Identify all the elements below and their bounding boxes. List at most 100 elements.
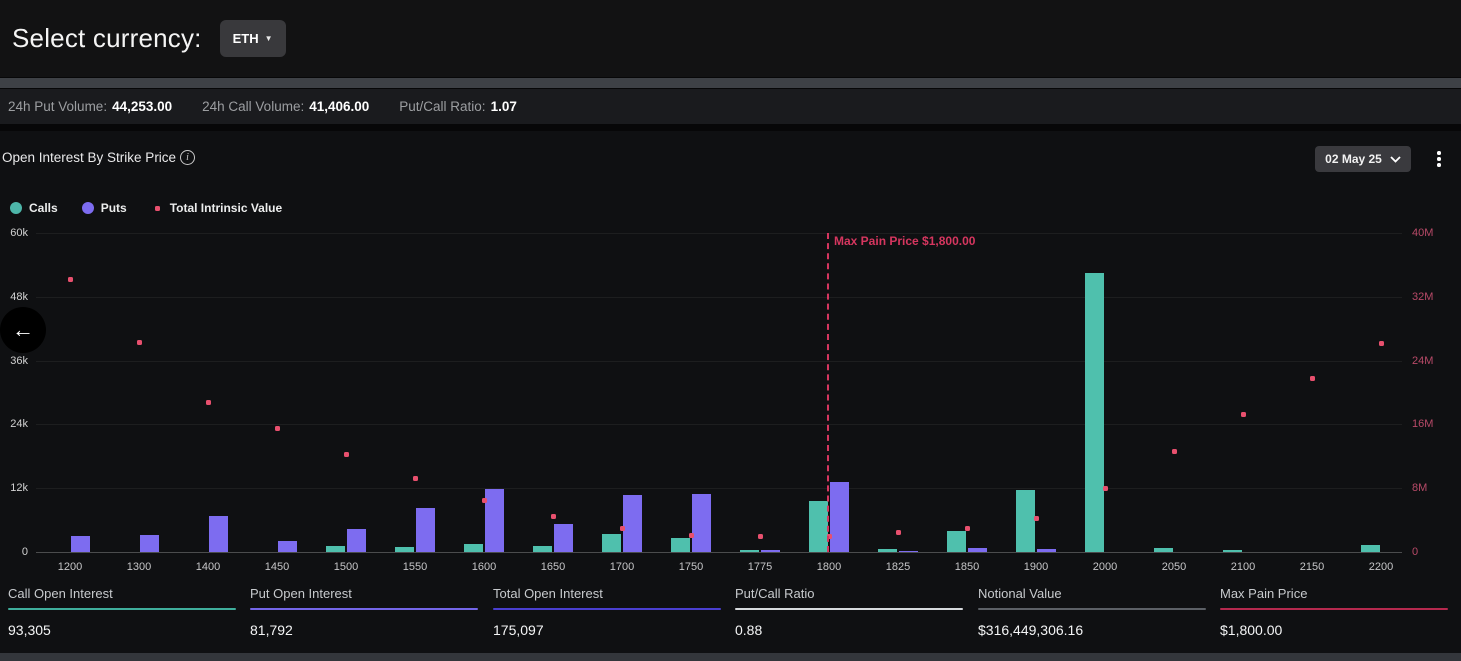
currency-header: Select currency: ETH ▼: [0, 0, 1461, 77]
y-axis-right-tick: 8M: [1412, 482, 1428, 495]
intrinsic-value-dot-2000[interactable]: [1102, 485, 1108, 491]
x-axis-tick-2150: 2150: [1299, 561, 1325, 573]
max-pain-line: [827, 233, 829, 552]
bar-puts-1900[interactable]: [1037, 549, 1056, 552]
bar-puts-1750[interactable]: [692, 494, 711, 552]
intrinsic-value-dot-1450[interactable]: [274, 425, 280, 431]
bar-puts-1500[interactable]: [347, 528, 366, 552]
y-axis-left-tick: 36k: [10, 354, 28, 367]
intrinsic-value-dot-1850[interactable]: [964, 525, 970, 531]
open-interest-chart: 60k 40M 48k 32M 36k 24M 24k 16M 12k 8M 0 0 Max Pain …: [0, 227, 1461, 558]
x-axis-tick-1650: 1650: [540, 561, 566, 573]
stat-item-1: 24h Call Volume: 41,406.00: [202, 99, 369, 114]
bar-calls-2050[interactable]: [1154, 547, 1173, 552]
legend-item-calls[interactable]: Calls: [10, 201, 58, 215]
summary-put-call-ratio: Put/Call Ratio 0.88: [735, 586, 963, 638]
bar-calls-1900[interactable]: [1016, 489, 1035, 552]
y-axis-left-tick: 0: [21, 546, 28, 558]
intrinsic-value-dot-1400[interactable]: [205, 399, 211, 405]
bar-puts-1775[interactable]: [761, 549, 780, 552]
stat-value: 41,406.00: [309, 99, 370, 114]
bar-puts-1600[interactable]: [485, 488, 504, 552]
intrinsic-value-dot-1300[interactable]: [136, 339, 142, 345]
bar-puts-1825[interactable]: [899, 551, 918, 552]
x-axis-tick-1800: 1800: [816, 561, 842, 573]
bar-calls-1600[interactable]: [464, 544, 483, 552]
intrinsic-value-dot-2150[interactable]: [1309, 376, 1315, 382]
legend-swatch-icon: [10, 202, 22, 214]
summary-total-open-interest: Total Open Interest 175,097: [493, 586, 721, 638]
bar-calls-2100[interactable]: [1223, 549, 1242, 552]
bar-puts-1800[interactable]: [830, 482, 849, 552]
bar-puts-1450[interactable]: [278, 540, 297, 552]
bar-calls-1500[interactable]: [326, 546, 345, 552]
kebab-menu-icon[interactable]: [1434, 147, 1444, 171]
intrinsic-value-dot-1900[interactable]: [1033, 516, 1039, 521]
x-axis-tick-2000: 2000: [1092, 561, 1118, 573]
bar-puts-1700[interactable]: [623, 494, 642, 552]
stat-label: 24h Put Volume:: [8, 99, 108, 114]
bar-calls-2000[interactable]: [1085, 272, 1104, 552]
summary-value: 0.88: [735, 622, 763, 638]
summary-label: Put Open Interest: [250, 586, 352, 601]
x-axis-tick-1500: 1500: [333, 561, 359, 573]
intrinsic-value-dot-1550[interactable]: [412, 476, 418, 482]
stat-item-2: Put/Call Ratio: 1.07: [399, 99, 517, 114]
left-arrow-icon: ←: [12, 317, 34, 342]
gridline: [36, 488, 1402, 490]
bar-calls-1850[interactable]: [947, 530, 966, 552]
bar-calls-1750[interactable]: [671, 538, 690, 552]
open-interest-card: Open Interest By Strike Price i 02 May 2…: [0, 131, 1461, 653]
intrinsic-value-dot-2050[interactable]: [1171, 449, 1177, 454]
back-button[interactable]: ←: [0, 307, 46, 353]
legend-item-total-intrinsic-value[interactable]: Total Intrinsic Value: [151, 201, 282, 215]
intrinsic-value-dot-1800[interactable]: [826, 534, 832, 540]
intrinsic-value-dot-1700[interactable]: [619, 525, 625, 531]
intrinsic-value-dot-2200[interactable]: [1378, 340, 1384, 346]
legend-swatch-icon: [81, 202, 94, 214]
x-axis-tick-1775: 1775: [747, 561, 773, 573]
bar-calls-1550[interactable]: [395, 546, 414, 552]
gridline: [36, 552, 1402, 553]
intrinsic-value-dot-1500[interactable]: [343, 452, 349, 458]
intrinsic-value-dot-1750[interactable]: [688, 532, 694, 538]
stat-label: Put/Call Ratio:: [399, 99, 486, 114]
intrinsic-value-dot-1200[interactable]: [67, 276, 73, 282]
volume-stats-bar: 24h Put Volume: 44,253.00 24h Call Volume:…: [0, 89, 1461, 124]
intrinsic-value-dot-1650[interactable]: [550, 514, 556, 520]
legend-item-puts[interactable]: Puts: [81, 201, 127, 215]
intrinsic-value-dot-1825[interactable]: [895, 530, 901, 536]
bottom-scrollbar[interactable]: [0, 653, 1461, 661]
y-axis-right-tick: 0: [1412, 546, 1419, 558]
bar-puts-1850[interactable]: [968, 548, 987, 552]
bar-puts-1200[interactable]: [71, 536, 90, 552]
x-axis-tick-1850: 1850: [954, 561, 980, 573]
horizontal-scrollbar[interactable]: [0, 78, 1461, 88]
expiry-date-selector[interactable]: 02 May 25: [1315, 146, 1411, 172]
chevron-down-icon: ▼: [264, 34, 273, 43]
y-axis-right-tick: 24M: [1412, 354, 1434, 367]
x-axis-tick-1750: 1750: [678, 561, 704, 573]
bar-puts-1650[interactable]: [554, 524, 573, 552]
bar-calls-1650[interactable]: [533, 546, 552, 552]
bar-calls-1700[interactable]: [602, 533, 621, 552]
summary-label: Max Pain Price: [1220, 586, 1308, 601]
bar-calls-2200[interactable]: [1361, 544, 1380, 552]
intrinsic-value-dot-2100[interactable]: [1240, 412, 1246, 418]
bar-calls-1825[interactable]: [878, 549, 897, 552]
currency-dropdown-button[interactable]: ETH ▼: [219, 20, 286, 57]
intrinsic-value-dot-1600[interactable]: [481, 498, 487, 504]
bar-puts-1300[interactable]: [140, 535, 159, 552]
intrinsic-value-dot-1775[interactable]: [757, 533, 763, 539]
bar-calls-1800[interactable]: [809, 500, 828, 552]
y-axis-left-tick: 48k: [10, 290, 28, 303]
summary-label: Put/Call Ratio: [735, 586, 815, 601]
bar-calls-1775[interactable]: [740, 550, 759, 552]
info-icon[interactable]: i: [180, 150, 195, 165]
gridline: [36, 233, 1402, 234]
summary-value: 81,792: [250, 622, 293, 638]
summary-value: 93,305: [8, 622, 51, 638]
bar-puts-1550[interactable]: [416, 508, 435, 552]
bar-puts-1400[interactable]: [209, 516, 228, 552]
